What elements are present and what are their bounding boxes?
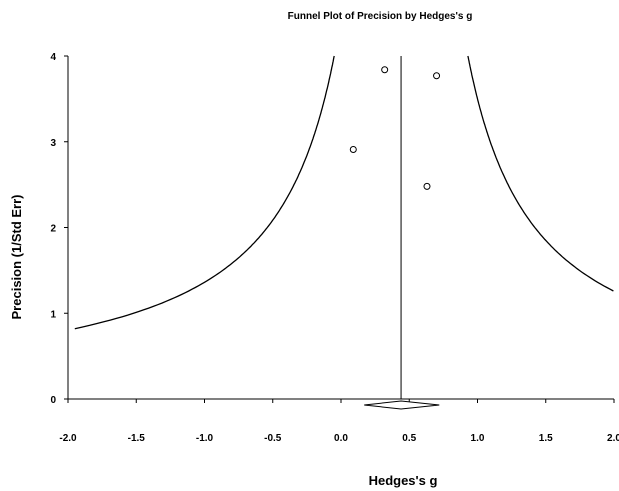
data-point [433, 72, 441, 80]
summary-diamond [364, 400, 440, 410]
tick-labels: -2.0 -1.5 -1.0 -0.5 0.0 0.5 1.0 1.5 2.0 0 1 2 3 4 [50, 52, 619, 444]
x-tick-label: -0.5 [264, 433, 282, 444]
funnel-right-limit [467, 55, 614, 292]
x-axis-label: Hedges's g [369, 473, 438, 488]
data-point [423, 182, 431, 190]
funnel-lines [74, 55, 614, 410]
data-points [349, 66, 441, 190]
funnel-left-limit [74, 55, 335, 330]
y-tick-label: 2 [50, 224, 56, 235]
data-point [381, 66, 389, 74]
x-tick-label: 1.0 [471, 433, 485, 444]
chart-title: Funnel Plot of Precision by Hedges's g [288, 11, 473, 22]
x-tick-label: 0.5 [402, 433, 416, 444]
x-tick-label: 2.0 [607, 433, 619, 444]
y-axis-label: Precision (1/Std Err) [9, 195, 24, 320]
data-point [349, 145, 357, 153]
x-tick-label: -1.0 [196, 433, 214, 444]
x-tick-label: 1.5 [539, 433, 553, 444]
x-tick-label: 0.0 [334, 433, 348, 444]
y-tick-label: 0 [50, 395, 56, 406]
axes [64, 55, 615, 403]
y-tick-label: 3 [50, 138, 56, 149]
x-tick-label: -2.0 [59, 433, 77, 444]
y-tick-label: 1 [50, 309, 56, 320]
x-tick-label: -1.5 [128, 433, 146, 444]
y-tick-label: 4 [50, 52, 56, 63]
